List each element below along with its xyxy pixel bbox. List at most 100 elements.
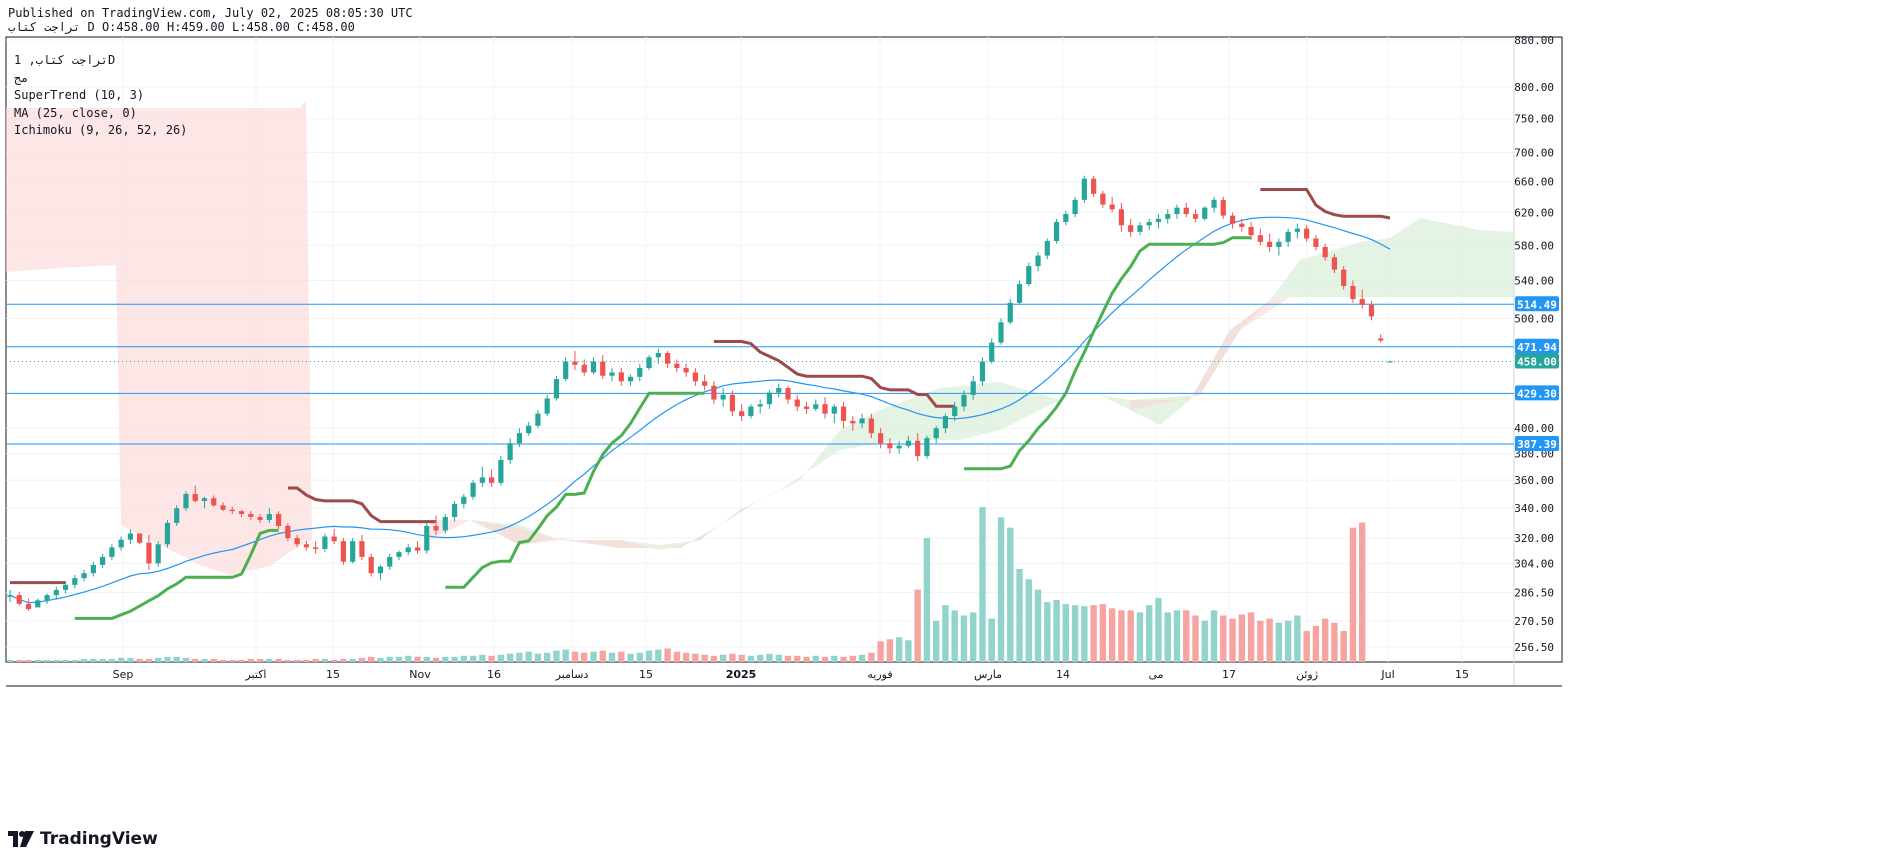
candle [905,435,911,449]
candle-body [1248,226,1254,236]
volume-bar [210,658,217,662]
candle-body [387,556,393,567]
volume-bar [1062,604,1070,662]
volume-bar [747,655,755,662]
candle-body [211,498,217,506]
legend-ma[interactable]: MA (25, close, 0) [14,105,137,120]
candle-body [1146,222,1152,226]
candle [1359,289,1365,309]
candle-body [377,566,384,574]
level-price-label: 471.94 [1515,338,1559,354]
candle [1350,280,1356,303]
volume-bar [25,659,32,662]
candle [683,363,689,377]
candle [1165,209,1171,224]
volume-bar [868,652,875,662]
volume-bar [942,605,949,662]
volume-bar [293,659,301,662]
candle [627,374,634,386]
candle-body [405,547,411,553]
volume-bar [1303,631,1310,662]
legend-ichimoku[interactable]: Ichimoku (9, 26, 52, 26) [14,123,188,137]
supertrend-down-line [287,486,436,524]
volume-bar [377,657,384,662]
volume-bar [1071,605,1079,662]
volume-bar [766,653,773,662]
volume-bar [1108,608,1116,662]
candle [850,416,856,431]
volume-bar [710,655,718,662]
candle-body [1016,284,1023,303]
candle [646,355,652,371]
candle-body [729,394,736,412]
candle-body [600,361,606,376]
candle [16,591,22,606]
candle-body [109,547,115,557]
high-value: H:459.00 [166,20,225,34]
candle-body [683,368,689,373]
ichimoku-cloud-bear-2 [430,482,800,550]
candle [433,515,439,536]
candle [933,425,939,444]
candle-body [868,418,874,434]
volume-bar [1183,610,1190,662]
brand-name: TradingView [40,829,158,849]
volume-bar [988,618,995,662]
candle [7,589,13,603]
y-tick-label: 800.00 [1514,81,1554,94]
candle-body [1294,228,1300,232]
candle-body [674,363,680,369]
candle-body [1072,199,1078,215]
volume-bar [330,659,338,662]
candle [340,538,347,565]
candle-body [1183,207,1189,215]
candle [1026,262,1032,286]
y-tick-label: 620.00 [1514,206,1554,219]
volume-bar [803,656,810,662]
candle [377,564,384,580]
candle [952,401,958,421]
volume-bar [136,658,143,662]
volume-bar [1321,618,1329,662]
symbol-name: تراجت كتاب [8,20,81,34]
tradingview-footer[interactable]: TradingView [8,829,158,849]
candle [1072,196,1078,218]
candle [109,544,115,561]
legend-supertrend[interactable]: SuperTrend (10, 3) [14,88,145,102]
volume-bar [275,658,282,662]
x-tick-label: فوريه [867,668,892,681]
candle-body [516,433,522,444]
volume-bar [562,649,569,662]
candle [1229,212,1236,229]
volume-bar [553,650,560,662]
ohlc-line: تراجت كتاب D O:458.00 H:459.00 L:458.00 … [8,20,355,34]
candle-body [526,425,532,434]
volume-bar [1044,602,1051,662]
candle [1331,253,1338,274]
volume-bar [432,657,440,662]
volume-bar [1349,527,1357,662]
candle [1183,202,1189,218]
volume-bar [757,654,764,662]
volume-bar [1257,620,1264,662]
volume-bar [1145,605,1153,662]
volume-bar [71,659,79,662]
last-price-box [1515,353,1559,369]
candle [303,541,309,551]
candle-body [174,508,180,523]
candle-body [62,584,69,590]
legend-symbol[interactable]: تراجت كتاب, 1D [14,53,116,67]
candle [100,553,106,569]
volume-bar [469,655,477,662]
volume-bar [970,612,977,662]
candle [1387,360,1393,363]
ichimoku-cloud-bull [312,218,1514,548]
volume-bar [645,650,653,662]
candle-body [359,541,365,557]
volume-bar [840,656,847,662]
volume-bar [636,652,643,662]
candle-body [581,364,587,373]
candle [461,493,467,509]
candle [516,428,522,448]
